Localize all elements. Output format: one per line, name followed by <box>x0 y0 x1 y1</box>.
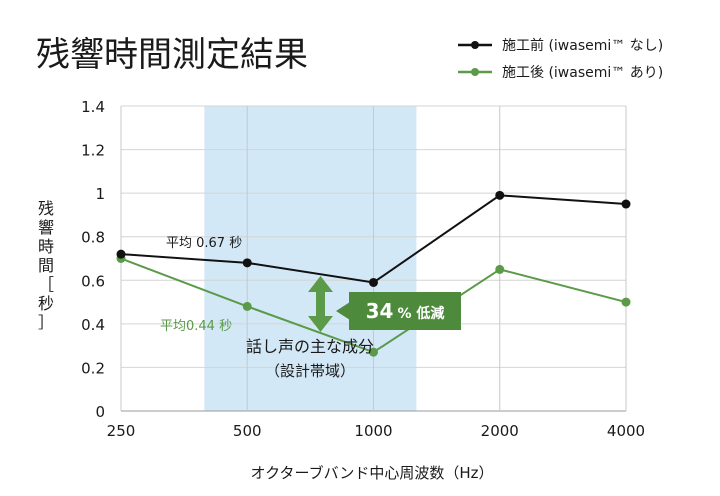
reduction-arrow-head-up <box>308 276 333 292</box>
data-point-before <box>495 190 505 200</box>
data-point-before <box>242 258 252 268</box>
y-tick-label: 0.2 <box>81 359 105 377</box>
y-axis-label-char: 時 <box>38 237 54 256</box>
x-tick-label: 2000 <box>481 422 519 440</box>
x-tick-label: 1000 <box>354 422 392 440</box>
y-axis-label-char: 秒 <box>38 294 54 313</box>
y-tick-labels: 0 0.2 0.4 0.6 0.8 1 1.2 1.4 <box>81 98 105 421</box>
reduction-badge-pointer <box>336 302 350 320</box>
reduction-arrow-shaft <box>316 290 325 318</box>
data-point-after <box>242 301 252 311</box>
reduction-badge-text: 34% 低減 <box>366 299 445 323</box>
y-axis-label: 残響時間［秒］ <box>38 199 54 332</box>
speech-band-label: 話し声の主な成分 <box>246 337 374 356</box>
legend: 施工前 (iwasemi™ なし) 施工後 (iwasemi™ あり) <box>458 37 663 81</box>
reduction-suffix: % 低減 <box>397 305 444 322</box>
series-layer <box>116 190 631 357</box>
legend-marker-before <box>471 41 479 49</box>
before-average-label: 平均 0.67 秒 <box>166 236 242 251</box>
chart-title: 残響時間測定結果 <box>36 35 308 75</box>
reduction-badge-box <box>349 292 461 330</box>
y-axis-label-char: ］ <box>38 313 54 332</box>
after-average-label: 平均0.44 秒 <box>160 319 232 334</box>
x-axis-label: オクターブバンド中心周波数（Hz） <box>250 464 493 482</box>
data-point-after <box>495 264 505 274</box>
data-point-before <box>116 249 126 259</box>
data-point-before <box>621 199 631 209</box>
y-tick-label: 0.8 <box>81 229 105 247</box>
data-point-before <box>369 277 378 287</box>
reduction-arrow-head-down <box>308 316 333 332</box>
speech-band-sublabel: （設計帯域） <box>265 362 355 380</box>
y-tick-label: 1 <box>95 185 105 203</box>
y-tick-label: 0 <box>95 403 105 421</box>
reduction-number: 34 <box>366 299 394 323</box>
y-tick-label: 0.6 <box>81 272 105 290</box>
reduction-badge: 34% 低減 <box>336 292 461 330</box>
x-tick-labels: 250 500 1000 2000 4000 <box>107 422 645 440</box>
legend-label-after: 施工後 (iwasemi™ あり) <box>502 65 663 81</box>
data-point-after <box>621 297 631 307</box>
data-point-after <box>369 347 378 357</box>
speech-band-region <box>204 106 417 411</box>
legend-label-before: 施工前 (iwasemi™ なし) <box>502 37 663 54</box>
x-tick-label: 250 <box>107 422 136 440</box>
legend-marker-after <box>471 68 479 76</box>
reduction-arrow <box>308 276 333 332</box>
x-tick-label: 500 <box>233 422 262 440</box>
y-axis-label-char: 残 <box>38 199 54 218</box>
y-axis-label-char: 響 <box>38 218 54 237</box>
y-tick-label: 1.2 <box>81 142 105 160</box>
y-axis-label-char: 間 <box>38 256 54 275</box>
x-tick-label: 4000 <box>607 422 645 440</box>
y-axis-label-char: ［ <box>38 275 54 294</box>
y-tick-label: 1.4 <box>81 98 105 116</box>
y-tick-label: 0.4 <box>81 316 105 334</box>
